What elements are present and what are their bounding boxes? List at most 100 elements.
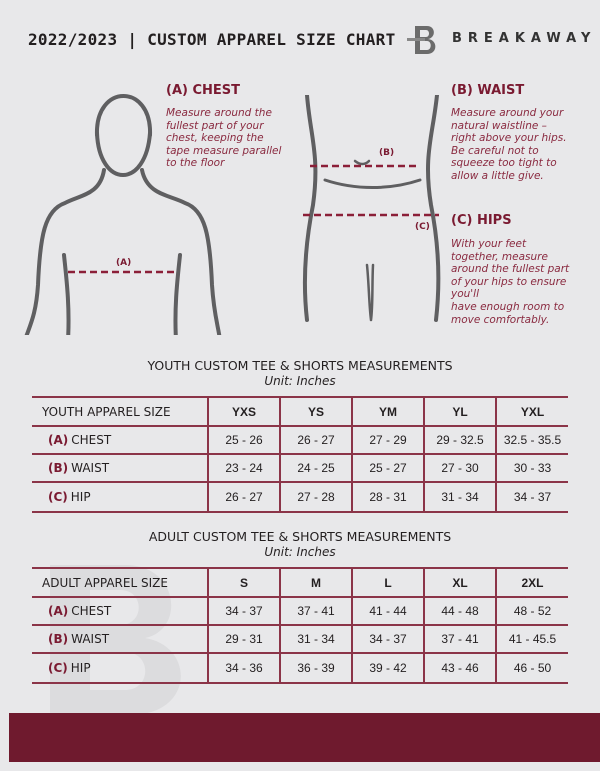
- measurement-name: CHEST: [71, 433, 112, 447]
- table-cell: 27 - 28: [279, 481, 352, 513]
- waist-heading: (B) WAIST: [451, 83, 525, 98]
- table-cell: 41 - 44: [351, 596, 424, 625]
- waist-marker: (B): [379, 148, 395, 158]
- size-header-s: S: [207, 567, 280, 597]
- size-header-ys: YS: [279, 396, 352, 426]
- description-line: to the floor: [166, 157, 225, 170]
- table-cell: 43 - 46: [423, 652, 496, 684]
- description-line: Be careful not to: [451, 144, 539, 157]
- description-line: together, measure: [451, 250, 548, 263]
- adult-size-table: ADULT APPAREL SIZE S M L XL 2XL (A) CHEST 34 - 3…: [32, 567, 568, 684]
- measurement-tag: (B): [48, 632, 69, 646]
- table-cell: 34 - 37: [351, 624, 424, 653]
- table-row: (B) WAIST 29 - 31 31 - 34 34 - 37 37 - 41 41 -…: [32, 624, 568, 653]
- table-row: (C) HIP 34 - 36 36 - 39 39 - 42 43 - 46 46 - 5…: [32, 652, 568, 684]
- table-cell: 31 - 34: [279, 624, 352, 653]
- measurement-label: (C) HIP: [32, 481, 208, 513]
- table-cell: 25 - 27: [351, 453, 424, 482]
- measurement-label: (C) HIP: [32, 652, 208, 684]
- table-cell: 39 - 42: [351, 652, 424, 684]
- youth-section-title: YOUTH CUSTOM TEE & SHORTS MEASUREMENTS: [147, 358, 453, 373]
- description-line: right above your hips.: [451, 132, 567, 145]
- description-line: of your hips to ensure: [451, 275, 567, 288]
- youth-unit-label: Unit: Inches: [264, 374, 336, 388]
- table-cell: 27 - 30: [423, 453, 496, 482]
- table-cell: 34 - 36: [207, 652, 280, 684]
- description-line: Measure around your: [451, 107, 564, 119]
- measurement-name: WAIST: [71, 461, 110, 475]
- adult-unit-label: Unit: Inches: [264, 545, 336, 559]
- table-cell: 37 - 41: [279, 596, 352, 625]
- table-header-row: ADULT APPAREL SIZE S M L XL 2XL: [32, 567, 568, 597]
- table-cell: 30 - 33: [495, 453, 568, 482]
- size-header-l: L: [351, 567, 424, 597]
- table-row: (A) CHEST 34 - 37 37 - 41 41 - 44 44 - 48 48 -…: [32, 596, 568, 625]
- table-cell: 32.5 - 35.5: [495, 425, 568, 454]
- table-header-row: YOUTH APPAREL SIZE YXS YS YM YL YXL: [32, 396, 568, 426]
- waist-hips-figure-illustration: [303, 95, 441, 322]
- size-header-ym: YM: [351, 396, 424, 426]
- measurement-label: (B) WAIST: [32, 624, 208, 653]
- size-header-xl: XL: [423, 567, 496, 597]
- breakaway-logo-icon: [407, 26, 436, 54]
- description-line: move comfortably.: [451, 313, 550, 326]
- table-cell: 27 - 29: [351, 425, 424, 454]
- hips-description: With your feet together, measure around th…: [451, 238, 569, 326]
- description-line: allow a little give.: [451, 169, 544, 182]
- youth-size-table: YOUTH APPAREL SIZE YXS YS YM YL YXL (A) CHEST 25…: [32, 396, 568, 513]
- measurement-label: (A) CHEST: [32, 425, 208, 454]
- description-line: With your feet: [451, 238, 527, 250]
- table-cell: 46 - 50: [495, 652, 568, 684]
- measurement-name: HIP: [70, 661, 91, 675]
- table-cell: 23 - 24: [207, 453, 280, 482]
- description-line: Measure around the: [166, 107, 272, 119]
- description-line: fullest part of your: [166, 119, 264, 132]
- table-row: (A) CHEST 25 - 26 26 - 27 27 - 29 29 - 32.5 32…: [32, 425, 568, 454]
- table-cell: 28 - 31: [351, 481, 424, 513]
- chest-figure-illustration: [24, 94, 222, 335]
- measurement-name: HIP: [70, 490, 91, 504]
- table-cell: 29 - 31: [207, 624, 280, 653]
- table-cell: 44 - 48: [423, 596, 496, 625]
- chest-heading: (A) CHEST: [166, 83, 241, 98]
- table-cell: 26 - 27: [207, 481, 280, 513]
- table-cell: 29 - 32.5: [423, 425, 496, 454]
- waist-description: Measure around your natural waistline – ri…: [451, 107, 567, 183]
- size-header-yxs: YXS: [207, 396, 280, 426]
- brand-name: BREAKAWAY: [452, 31, 597, 46]
- measurement-tag: (B): [48, 461, 69, 475]
- size-header-m: M: [279, 567, 352, 597]
- table-cell: 26 - 27: [279, 425, 352, 454]
- description-line: around the fullest part: [451, 263, 570, 276]
- measurement-label: (A) CHEST: [32, 596, 208, 625]
- table-cell: 24 - 25: [279, 453, 352, 482]
- measurement-tag: (A): [48, 604, 69, 618]
- size-header-yl: YL: [423, 396, 496, 426]
- hips-marker: (C): [415, 222, 430, 232]
- size-column-header: ADULT APPAREL SIZE: [32, 567, 208, 597]
- table-cell: 41 - 45.5: [495, 624, 568, 653]
- table-cell: 25 - 26: [207, 425, 280, 454]
- page-title: 2022/2023 | CUSTOM APPAREL SIZE CHART: [28, 30, 396, 49]
- measurement-name: CHEST: [71, 604, 112, 618]
- description-line: tape measure parallel: [166, 144, 282, 157]
- description-line: squeeze too tight to: [451, 157, 557, 170]
- table-cell: 34 - 37: [495, 481, 568, 513]
- size-header-2xl: 2XL: [495, 567, 568, 597]
- table-row: (C) HIP 26 - 27 27 - 28 28 - 31 31 - 34 34 - 3…: [32, 481, 568, 513]
- chest-marker: (A): [116, 258, 132, 268]
- table-row: (B) WAIST 23 - 24 24 - 25 25 - 27 27 - 30 30 -…: [32, 453, 568, 482]
- description-line: natural waistline –: [451, 119, 547, 132]
- table-cell: 36 - 39: [279, 652, 352, 684]
- footer-band: [9, 713, 600, 762]
- chest-description: Measure around the fullest part of your ch…: [166, 107, 281, 170]
- measurement-tag: (C): [48, 661, 68, 675]
- measurement-tag: (A): [48, 433, 69, 447]
- size-column-header: YOUTH APPAREL SIZE: [32, 396, 208, 426]
- description-line: you'll: [451, 288, 480, 301]
- table-cell: 34 - 37: [207, 596, 280, 625]
- table-cell: 31 - 34: [423, 481, 496, 513]
- measurement-name: WAIST: [71, 632, 110, 646]
- hips-heading: (C) HIPS: [451, 213, 512, 228]
- size-header-yxl: YXL: [495, 396, 568, 426]
